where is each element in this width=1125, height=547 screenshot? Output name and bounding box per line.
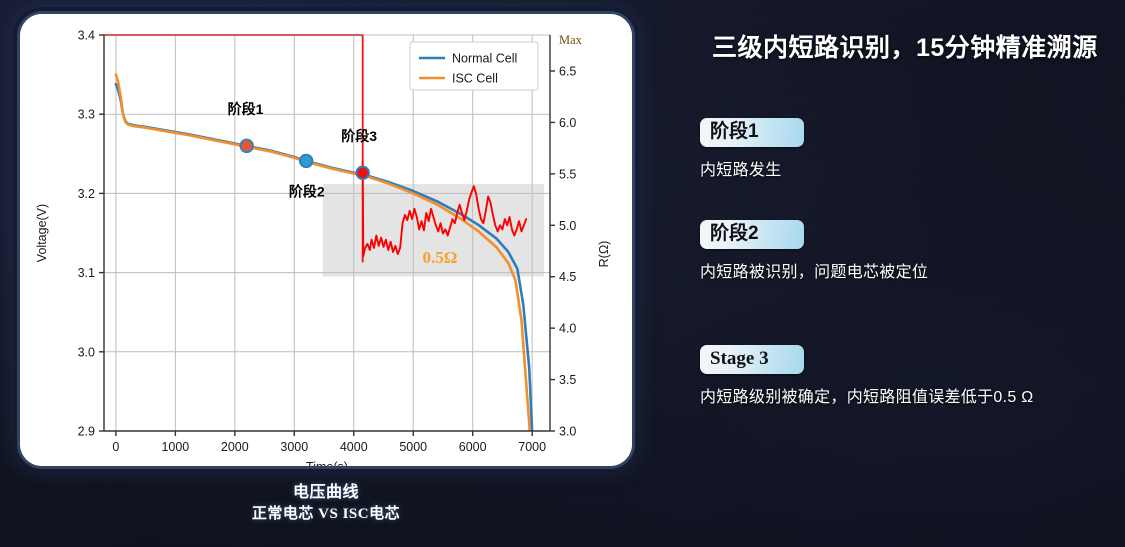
x-tick-label: 1000 xyxy=(161,440,189,454)
x-tick-label: 6000 xyxy=(459,440,487,454)
x-tick-label: 0 xyxy=(112,440,119,454)
stage-marker-label-3: 阶段3 xyxy=(341,128,377,144)
chart-card: 阶段1 阶段2 阶段3 0.5Ω 2.9 3.0 3.1 3.2 3.3 3.4 0 1000 2000… xyxy=(20,14,632,466)
y-tick-label: 3.2 xyxy=(78,187,95,201)
y-tick-label: 2.9 xyxy=(78,425,95,439)
y2-tick-label: 5.5 xyxy=(559,167,576,181)
y-tick-label: 3.1 xyxy=(78,266,95,280)
page-title: 三级内短路识别，15分钟精准溯源 xyxy=(712,34,1098,62)
stage-block-3: Stage 3 内短路级别被确定，内短路阻值误差低于0.5 Ω xyxy=(700,345,1120,407)
stage-badge-1: 阶段1 xyxy=(700,118,804,147)
stage-marker-1 xyxy=(239,138,254,154)
chart-caption-sub: 正常电芯 VS ISC电芯 xyxy=(251,505,401,522)
stage-marker-label-2: 阶段2 xyxy=(289,184,325,200)
stage-block-2: 阶段2 内短路被识别，问题电芯被定位 xyxy=(700,220,1120,282)
x-tick-label: 4000 xyxy=(340,440,368,454)
y2-tick-label: 4.5 xyxy=(559,270,576,284)
x-tick-label: 5000 xyxy=(399,440,427,454)
x-tick-label: 3000 xyxy=(280,440,308,454)
stage-desc-2: 内短路被识别，问题电芯被定位 xyxy=(700,263,929,281)
y2-tick-label: 3.0 xyxy=(559,425,576,439)
stage-marker-label-1: 阶段1 xyxy=(228,101,264,117)
stage-badge-2: 阶段2 xyxy=(700,220,804,249)
y2-tick-label: 5.0 xyxy=(559,219,576,233)
y2-max-label: Max xyxy=(559,33,583,47)
series-line-resistance xyxy=(361,160,528,258)
y2-tick-label: 6.5 xyxy=(559,65,576,79)
stage-desc-3: 内短路级别被确定，内短路阻值误差低于0.5 Ω xyxy=(700,388,1034,406)
info-panel: 三级内短路识别，15分钟精准溯源 阶段1 内短路发生 阶段2 内短路被识别，问题… xyxy=(672,0,1125,547)
x-axis-title: Time(s) xyxy=(306,460,348,466)
stage-marker-2 xyxy=(298,153,314,169)
y2-tick-label: 6.0 xyxy=(559,116,576,130)
y-tick-label: 3.3 xyxy=(78,108,95,122)
plot-svg: 阶段1 阶段2 阶段3 0.5Ω 2.9 3.0 3.1 3.2 3.3 3.4 0 1000 2000… xyxy=(20,14,632,466)
y2-tick-label: 3.5 xyxy=(559,373,576,387)
legend-label-1: ISC Cell xyxy=(452,72,498,86)
x-tick-label: 7000 xyxy=(518,440,546,454)
y-tick-label: 3.4 xyxy=(78,29,95,43)
y-axis-title: Voltage(V) xyxy=(35,204,49,262)
stage-badge-3: Stage 3 xyxy=(700,345,804,374)
y2-axis-title: R(Ω) xyxy=(597,241,611,268)
legend-label-0: Normal Cell xyxy=(452,52,517,66)
x-tick-label: 2000 xyxy=(221,440,249,454)
y-tick-label: 3.0 xyxy=(78,345,95,359)
y2-tick-label: 4.0 xyxy=(559,322,576,336)
stage-block-1: 阶段1 内短路发生 xyxy=(700,118,1120,180)
chart-caption-main: 电压曲线 xyxy=(292,484,359,501)
stage-marker-3 xyxy=(355,165,370,181)
chart-caption: 电压曲线 正常电芯 VS ISC电芯 xyxy=(20,482,632,524)
voltage-curve-plot: 阶段1 阶段2 阶段3 0.5Ω 2.9 3.0 3.1 3.2 3.3 3.4 0 1000 2000… xyxy=(20,14,632,466)
stage-desc-1: 内短路发生 xyxy=(700,161,782,179)
resistance-annotation: 0.5Ω xyxy=(423,248,458,267)
